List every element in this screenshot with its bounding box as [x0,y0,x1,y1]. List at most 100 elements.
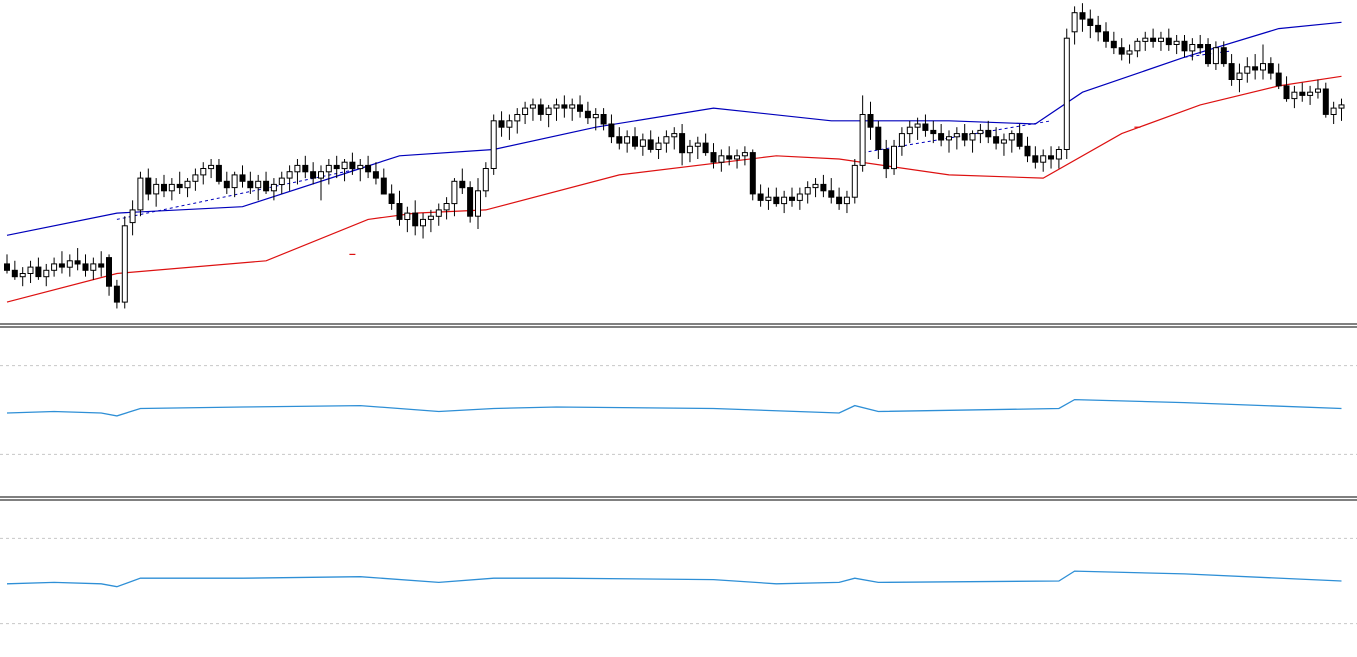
candle [529,98,536,121]
candle-body-bullish [946,136,952,141]
candle [247,171,254,194]
candle-body-bullish [1134,40,1141,52]
candle-body-bullish [1260,63,1266,71]
candle [153,178,160,207]
candle [310,162,317,185]
candle [781,190,788,214]
candle-body-bearish [930,129,937,135]
candle [11,260,18,280]
candle-body-bullish [1000,139,1007,144]
candle-body-bullish [231,174,238,189]
candle-body-bearish [1118,47,1125,55]
candle-body-bullish [1212,47,1219,65]
candle [1291,85,1298,109]
candle [514,108,521,134]
candle [467,181,474,223]
candle [66,254,73,277]
candle [200,162,207,185]
candle-body-bullish [1071,12,1078,33]
candle-body-bullish [137,177,144,211]
candle-body-bearish [1283,85,1290,100]
candle-body-bullish [1330,107,1337,115]
candle [255,174,262,201]
candle-body-bearish [365,164,372,173]
candle [443,197,450,220]
candle-body-bearish [757,193,764,201]
candle-body-bullish [1189,44,1196,52]
candle [98,251,105,277]
candle [388,184,395,210]
candle [953,127,960,150]
candle [1142,31,1149,51]
candle-body-bearish [883,149,890,170]
candle-body-bearish [1220,47,1227,65]
candle-body-bearish [1150,37,1157,42]
candle [1118,38,1125,61]
candle-body-bullish [443,203,450,211]
candle [624,130,631,153]
candle [938,124,945,147]
candle-body-bullish [341,161,348,170]
candle-body-bearish [145,177,152,195]
pane-separator[interactable] [0,496,1357,501]
candle [993,127,1000,150]
candle-body-bearish [608,123,615,138]
candle [600,108,607,131]
candle [365,155,372,179]
candle [90,257,97,280]
candle-body-bearish [993,136,1000,144]
candle [584,101,591,125]
candle [231,171,238,198]
candle [639,133,646,156]
candle [757,184,764,207]
candle-body-bullish [27,266,34,275]
candle-body-bullish [977,129,984,135]
candle-body-bullish [208,164,215,170]
candle [828,178,835,204]
candle-body-bearish [828,190,835,198]
candle-body-bullish [624,136,631,144]
candle [427,209,434,233]
candle-body-bullish [953,133,960,138]
candle [1071,6,1078,45]
candle [192,168,199,191]
candle [969,130,976,153]
candle-body-bullish [765,196,772,201]
candle [1181,34,1188,58]
candle [914,117,921,140]
candle [161,174,167,198]
candle-body-bullish [451,180,458,205]
candle-body-bearish [710,152,717,163]
candle-body-bearish [310,171,317,179]
pane-separator[interactable] [0,323,1357,328]
candle-body-bullish [43,269,50,278]
candle-body-bullish [1158,37,1164,42]
candle-body-bearish [106,257,112,287]
candle [985,120,992,144]
candle [592,108,599,131]
candle [1016,124,1023,150]
candle-body-bullish [153,183,160,195]
candle-body-bullish [671,133,678,138]
candle [843,190,850,214]
candle [632,127,638,150]
candle [58,251,65,274]
candle-body-bearish [985,129,992,138]
candle [74,248,81,271]
candle [129,200,136,236]
candle-body-bearish [467,187,474,217]
candle [490,114,497,175]
candle [420,213,426,239]
candle [1283,76,1290,102]
candle-body-bullish [184,180,191,189]
candle [537,98,544,121]
candle-body-bullish [663,136,670,144]
candle [1228,54,1235,86]
candle-body-bearish [1322,88,1329,115]
candle [184,178,191,198]
candle [27,260,34,284]
candle-body-bearish [1228,63,1235,80]
candle [482,162,489,198]
candle-body-bearish [372,171,379,179]
